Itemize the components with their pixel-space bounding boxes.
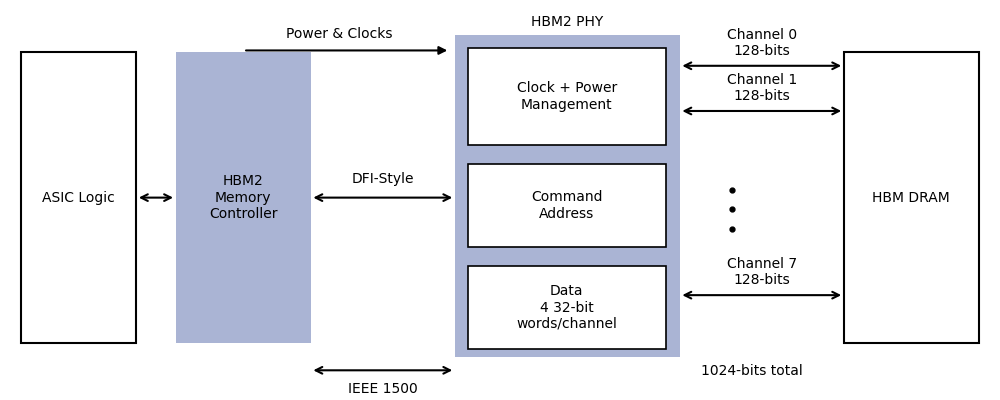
Text: HBM DRAM: HBM DRAM [872, 191, 950, 205]
Text: IEEE 1500: IEEE 1500 [348, 382, 418, 396]
Text: Data
4 32-bit
words/channel: Data 4 32-bit words/channel [516, 284, 617, 331]
Text: Channel 1
128-bits: Channel 1 128-bits [727, 73, 797, 103]
Text: Command
Address: Command Address [531, 190, 603, 220]
Text: Power & Clocks: Power & Clocks [286, 27, 392, 41]
Bar [844, 52, 979, 343]
Bar [468, 266, 666, 349]
Bar [468, 48, 666, 145]
Text: 1024-bits total: 1024-bits total [701, 364, 803, 378]
Bar [21, 52, 136, 343]
Text: DFI-Style: DFI-Style [352, 172, 414, 186]
Text: Channel 0
128-bits: Channel 0 128-bits [727, 28, 797, 58]
Bar [176, 52, 311, 343]
Text: ASIC Logic: ASIC Logic [42, 191, 115, 205]
Bar [455, 35, 680, 356]
Text: HBM2 PHY: HBM2 PHY [531, 15, 603, 29]
Bar [468, 164, 666, 247]
Text: HBM2
Memory
Controller: HBM2 Memory Controller [209, 174, 277, 221]
Text: Clock + Power
Management: Clock + Power Management [517, 82, 617, 112]
Text: Channel 7
128-bits: Channel 7 128-bits [727, 257, 797, 287]
